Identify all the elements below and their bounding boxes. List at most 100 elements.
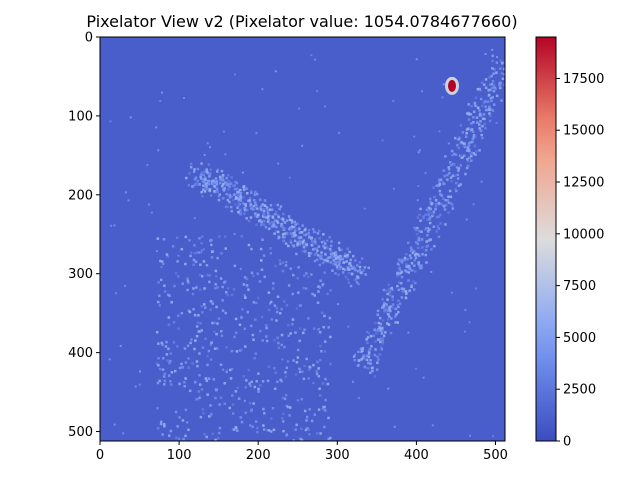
heatmap-pixel bbox=[203, 432, 206, 436]
heatmap-pixel bbox=[206, 273, 210, 277]
heatmap-pixel bbox=[269, 252, 272, 255]
heatmap-pixel bbox=[201, 408, 205, 411]
heatmap-pixel bbox=[230, 176, 233, 179]
x-tick-label: 300 bbox=[325, 448, 350, 463]
heatmap-pixel bbox=[313, 259, 317, 263]
heatmap-pixel bbox=[224, 280, 227, 283]
heatmap-pixel bbox=[234, 73, 236, 76]
heatmap-pixel bbox=[193, 347, 196, 351]
heatmap-pixel bbox=[325, 257, 329, 261]
heatmap-pixel bbox=[445, 203, 448, 207]
heatmap-pixel bbox=[191, 292, 195, 296]
heatmap-pixel bbox=[354, 353, 357, 356]
heatmap-pixel bbox=[250, 247, 253, 251]
heatmap-pixel bbox=[237, 204, 240, 207]
heatmap-pixel bbox=[298, 327, 302, 330]
heatmap-pixel bbox=[198, 396, 201, 399]
heatmap-pixel bbox=[360, 257, 364, 260]
heatmap-pixel bbox=[202, 411, 205, 415]
heatmap-pixel bbox=[357, 350, 360, 354]
heatmap-pixel bbox=[246, 192, 249, 195]
heatmap-pixel bbox=[280, 222, 283, 226]
heatmap-pixel bbox=[368, 349, 371, 352]
heatmap-pixel bbox=[324, 105, 327, 108]
heatmap-pixel bbox=[359, 347, 363, 350]
heatmap-pixel bbox=[310, 273, 313, 276]
heatmap-pixel bbox=[281, 224, 284, 228]
heatmap-pixel bbox=[337, 255, 340, 259]
heatmap-pixel bbox=[386, 322, 389, 325]
heatmap-pixel bbox=[460, 140, 463, 144]
heatmap-pixel bbox=[157, 363, 160, 367]
heatmap-pixel bbox=[223, 402, 226, 405]
heatmap-pixel bbox=[156, 237, 160, 240]
heatmap-pixel bbox=[184, 235, 188, 239]
heatmap-pixel bbox=[334, 257, 338, 260]
heatmap-pixel bbox=[397, 310, 400, 314]
heatmap-pixel bbox=[239, 199, 242, 202]
heatmap-pixel bbox=[472, 110, 476, 113]
heatmap-pixel bbox=[230, 349, 234, 353]
heatmap-pixel bbox=[134, 385, 137, 388]
heatmap-pixel bbox=[243, 276, 247, 279]
heatmap-pixel bbox=[352, 355, 356, 358]
heatmap-pixel bbox=[335, 265, 339, 268]
heatmap-pixel bbox=[339, 265, 342, 269]
heatmap-pixel bbox=[156, 407, 159, 410]
heatmap-pixel bbox=[189, 341, 192, 345]
heatmap-pixel bbox=[365, 355, 368, 358]
heatmap-pixel bbox=[177, 254, 180, 257]
heatmap-pixel bbox=[215, 180, 218, 183]
heatmap-pixel bbox=[465, 131, 468, 135]
heatmap-pixel bbox=[300, 241, 303, 245]
heatmap-pixel bbox=[394, 315, 397, 318]
heatmap-pixel bbox=[315, 370, 318, 373]
heatmap-pixel bbox=[444, 155, 447, 158]
heatmap-pixel bbox=[178, 366, 182, 370]
heatmap-pixel bbox=[366, 336, 370, 339]
heatmap-pixel bbox=[475, 287, 478, 290]
heatmap-pixel bbox=[286, 360, 289, 363]
heatmap-pixel bbox=[417, 236, 421, 240]
heatmap-pixel bbox=[356, 364, 360, 367]
heatmap-pixel bbox=[345, 260, 348, 263]
heatmap-pixel bbox=[160, 341, 163, 345]
heatmap-pixel bbox=[308, 368, 311, 371]
heatmap-pixel bbox=[243, 327, 246, 330]
heatmap-pixel bbox=[383, 310, 386, 313]
heatmap-pixel bbox=[252, 402, 255, 405]
heatmap-pixel bbox=[463, 154, 466, 157]
heatmap-pixel bbox=[456, 143, 459, 147]
heatmap-pixel bbox=[282, 412, 285, 416]
heatmap-pixel bbox=[347, 271, 350, 275]
heatmap-pixel bbox=[334, 254, 338, 257]
heatmap-pixel bbox=[417, 261, 421, 264]
heatmap-pixel bbox=[450, 179, 453, 183]
heatmap-pixel bbox=[249, 384, 252, 387]
x-axis: 0 100 200 300 400 500 bbox=[96, 441, 508, 463]
heatmap-pixel bbox=[342, 267, 345, 271]
heatmap-pixel bbox=[428, 228, 431, 231]
heatmap-pixel bbox=[365, 358, 369, 362]
heatmap-pixel bbox=[428, 218, 431, 221]
heatmap-pixel bbox=[248, 199, 252, 202]
heatmap-pixel bbox=[479, 89, 482, 92]
heatmap-pixel bbox=[307, 232, 310, 235]
heatmap-pixel bbox=[305, 419, 308, 422]
heatmap-pixel bbox=[210, 341, 213, 344]
colorbar-tick-label: 15000 bbox=[563, 124, 604, 139]
heatmap-pixel bbox=[389, 331, 393, 335]
heatmap-pixel bbox=[314, 58, 316, 61]
heatmap-pixel bbox=[411, 251, 415, 255]
heatmap-pixel bbox=[198, 237, 201, 240]
heatmap-pixel bbox=[323, 350, 327, 353]
heatmap-pixel bbox=[405, 270, 409, 273]
heatmap-pixel bbox=[473, 101, 477, 105]
heatmap-pixel bbox=[321, 283, 324, 287]
heatmap-pixel bbox=[422, 215, 425, 218]
heatmap-pixel bbox=[206, 363, 209, 367]
heatmap-pixel bbox=[250, 189, 253, 193]
heatmap-pixel bbox=[261, 380, 265, 383]
heatmap-pixel bbox=[377, 358, 380, 361]
heatmap-pixel bbox=[225, 291, 228, 294]
